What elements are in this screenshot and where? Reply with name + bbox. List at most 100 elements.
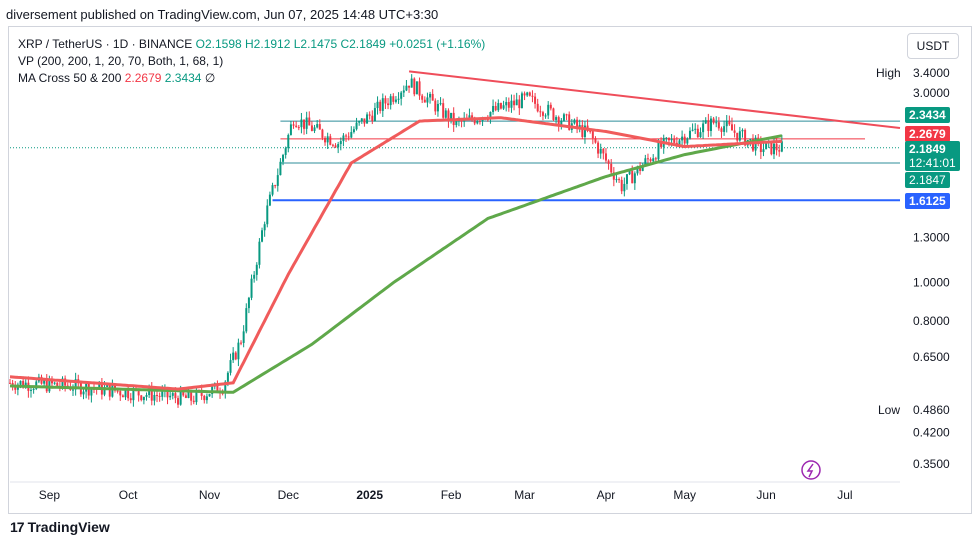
candle-body [460,120,463,122]
candle-body [334,145,337,148]
candle-body [350,132,353,138]
candle-body [646,158,649,160]
candle-body [337,144,340,148]
candle-body [717,122,720,129]
candle-body [691,129,694,131]
candle-body [158,395,161,397]
candle-body [597,142,600,154]
candle-body [741,129,744,132]
candle-body [326,136,329,143]
candle-body [308,117,311,126]
candle-body [602,148,605,154]
candle-body [765,142,768,150]
x-tick-label: Jul [837,488,852,502]
ma200-price-tag: 2.3434 [905,107,950,123]
candle-body [652,158,655,162]
candle-body [329,136,332,145]
y-tick-label: 0.3500 [913,457,950,471]
tradingview-logo[interactable]: 17 TradingView [10,519,110,535]
candle-body [502,105,505,109]
candle-body [631,170,634,184]
candle-body [156,394,159,396]
candle-body [544,115,547,117]
y-tick-label: 0.4200 [913,426,950,440]
legend-ma-row[interactable]: MA Cross 50 & 200 2.2679 2.3434 ∅ [18,70,485,87]
x-tick-label: Oct [119,488,138,502]
candle-body [618,179,621,181]
chart-frame[interactable] [8,26,972,514]
candle-body [415,81,418,95]
candle-body [578,125,581,128]
candle-body [683,136,686,144]
candle-body [772,143,775,155]
candle-body [195,390,198,403]
candle-body [247,297,250,309]
candle-body [673,138,676,143]
candle-body [660,142,663,147]
candle-body [108,384,111,397]
candle-body [394,99,397,102]
candle-body [321,129,324,138]
candle-body [177,398,180,405]
candle-body [234,352,237,360]
candle-body [712,118,715,123]
tradingview-mark-icon: 17 [10,519,25,535]
candle-body [127,389,130,399]
candle-body [499,103,502,109]
candle-body [14,386,17,390]
candle-body [242,331,245,343]
candle-body [253,274,256,279]
candle-body [720,128,723,132]
candle-body [681,136,684,141]
last-price-tag: 2.1849 12:41:01 [905,141,960,171]
candle-body [368,114,371,116]
candle-body [442,103,445,118]
candle-body [342,135,345,142]
candle-body [90,388,93,396]
candle-body [515,99,518,106]
candle-body [526,92,529,96]
x-tick-label: Apr [597,488,616,502]
candle-body [187,391,190,398]
candle-body [780,141,783,152]
candle-body [384,98,387,104]
candle-body [429,93,432,98]
candle-body [657,142,660,160]
candle-body [224,381,227,394]
candle-body [345,135,348,137]
candle-body [331,144,334,146]
candle-body [145,395,148,397]
candle-body [450,112,453,122]
legend-close: C2.1849 [340,37,386,51]
y-tick-label: 1.0000 [913,276,950,290]
candle-body [434,100,437,112]
candle-body [536,103,539,112]
y-tick-label: 0.8000 [913,314,950,328]
candle-body [607,160,610,164]
candle-body [568,114,571,130]
candle-body [74,379,77,390]
candle-body [295,125,298,128]
candle-body [129,398,132,401]
legend-ma-label: MA Cross 50 & 200 [18,71,122,85]
candle-body [402,90,405,93]
y-tick-label: 0.6500 [913,350,950,364]
candle-body [518,99,521,109]
candle-body [667,137,670,141]
candle-body [696,128,699,138]
legend-vp-row[interactable]: VP (200, 200, 1, 20, 70, Both, 1, 68, 1) [18,53,485,70]
candle-body [216,383,219,393]
chart-legend: XRP / TetherUS · 1D · BINANCE O2.1598 H2… [18,36,485,87]
candle-body [373,108,376,122]
legend-open: O2.1598 [195,37,242,51]
x-tick-label: Sep [39,488,61,502]
candle-body [573,119,576,124]
candle-body [263,224,266,231]
candle-body [775,143,778,151]
candle-body [98,382,101,390]
candle-body [103,386,106,395]
candle-body [19,380,22,385]
currency-selector[interactable]: USDT [907,33,959,59]
legend-symbol[interactable]: XRP / TetherUS · 1D · BINANCE [18,37,193,51]
